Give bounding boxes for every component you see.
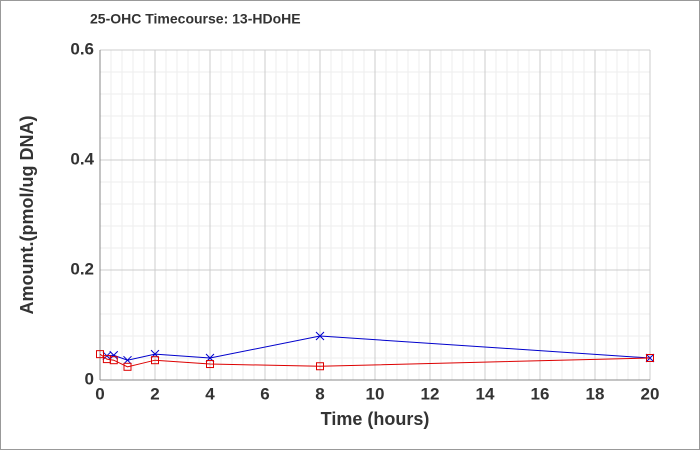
x-tick-label: 4 <box>205 384 215 403</box>
marker <box>315 331 325 341</box>
chart-title: 25-OHC Timecourse: 13-HDoHE <box>90 11 301 27</box>
marker <box>123 362 132 371</box>
marker <box>109 356 118 365</box>
x-tick-label: 10 <box>366 384 385 403</box>
x-tick-label: 8 <box>315 384 324 403</box>
x-tick-label: 20 <box>641 384 660 403</box>
marker <box>316 362 324 371</box>
marker <box>646 354 654 362</box>
marker <box>206 360 214 369</box>
y-axis-label: Amount.(pmol/ug DNA) <box>17 116 37 315</box>
x-tick-label: 18 <box>586 384 605 403</box>
x-tick-label: 12 <box>421 384 440 403</box>
x-tick-label: 2 <box>150 384 159 403</box>
series-line <box>99 353 651 368</box>
marker <box>151 356 159 365</box>
marker <box>96 350 104 359</box>
x-tick-label: 0 <box>95 384 104 403</box>
x-tick-label: 6 <box>260 384 269 403</box>
y-tick-label: 0.4 <box>70 149 94 168</box>
x-axis-label: Time (hours) <box>321 409 430 429</box>
x-tick-label: 16 <box>531 384 550 403</box>
y-tick-label: 0.6 <box>70 39 94 58</box>
y-tick-label: 0.2 <box>70 259 94 278</box>
x-tick-label: 14 <box>476 384 495 403</box>
marker <box>109 350 119 360</box>
y-tick-label: 0 <box>85 369 94 388</box>
